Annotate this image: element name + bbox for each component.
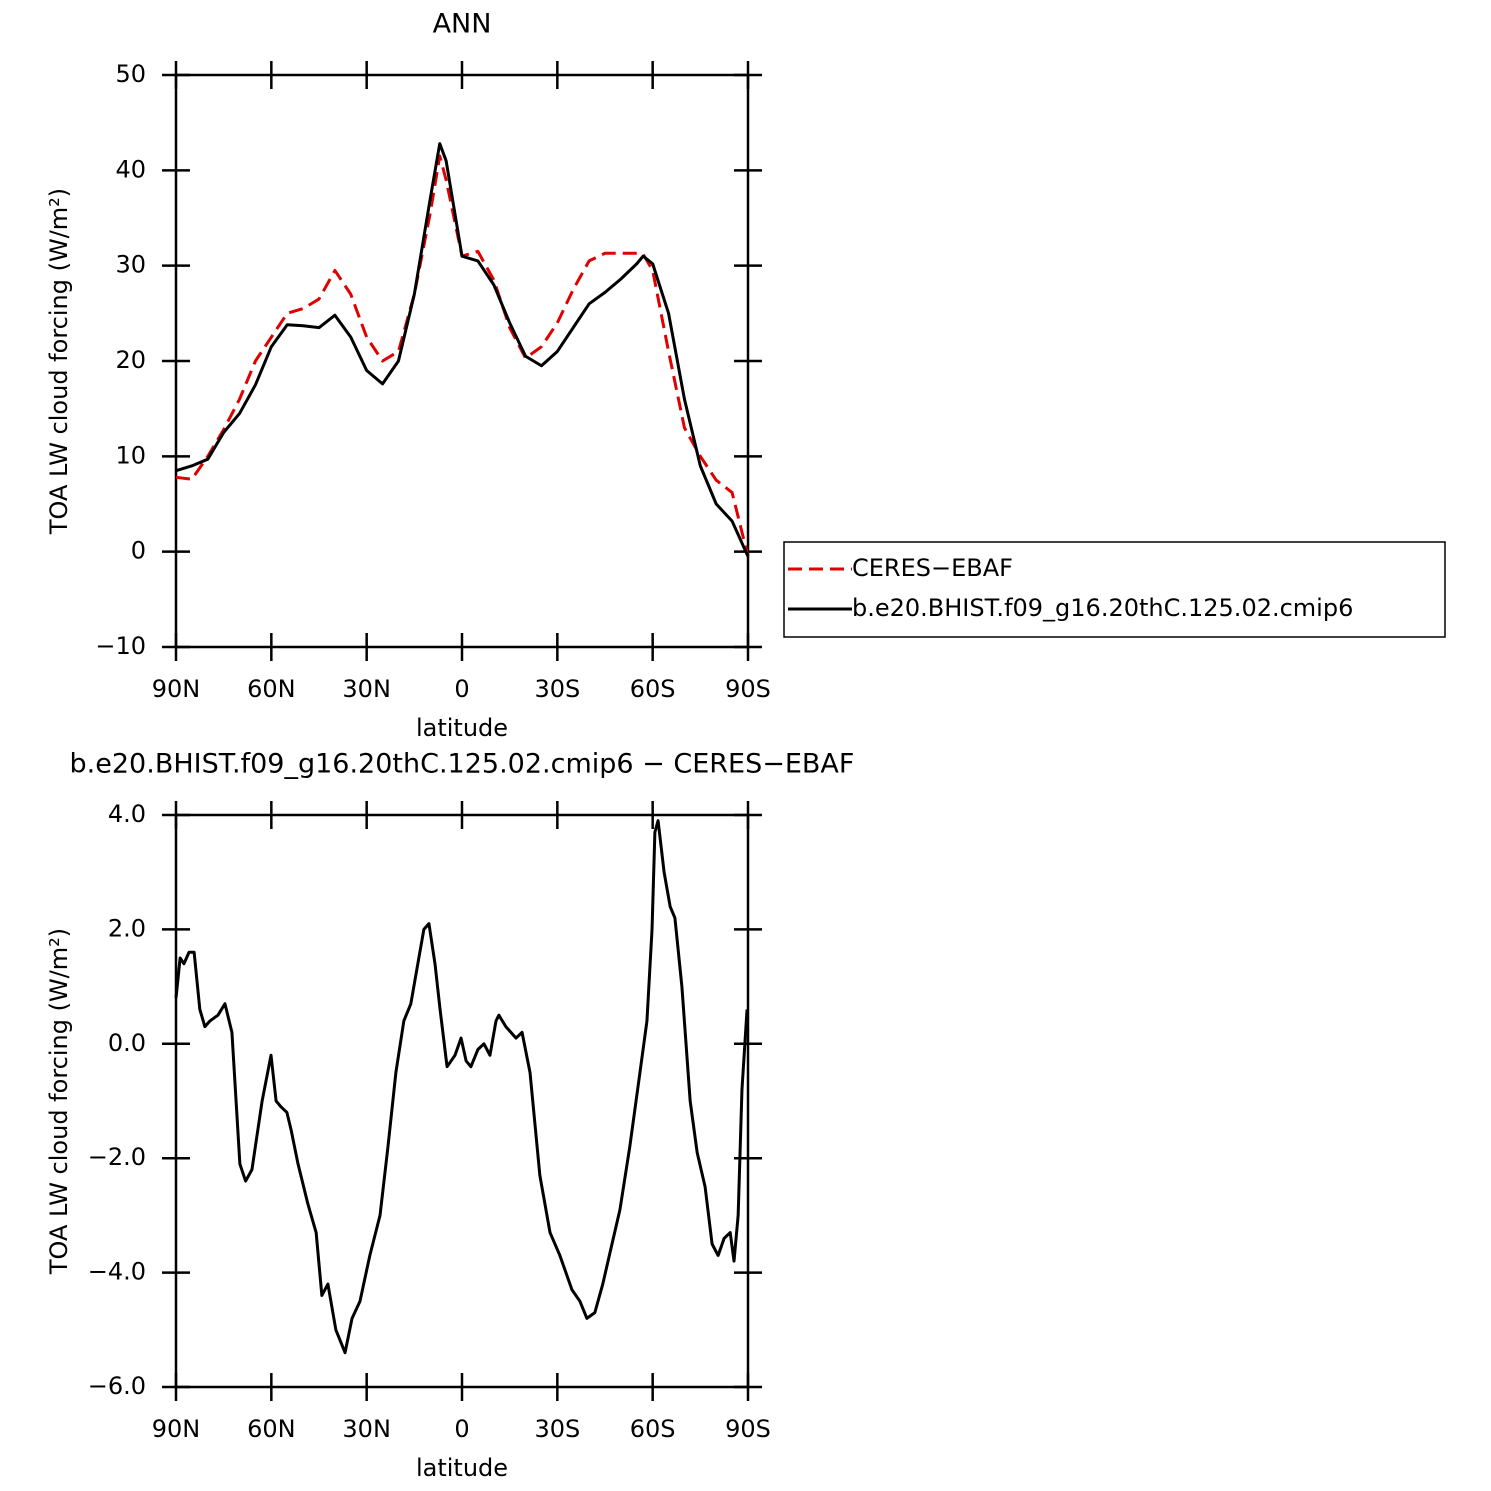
y-tick-label: 30	[115, 251, 146, 279]
x-tick-label: 90S	[725, 1415, 771, 1443]
x-tick-label: 60N	[247, 1415, 296, 1443]
y-tick-label: −6.0	[88, 1372, 146, 1400]
legend-label: b.e20.BHIST.f09_g16.20thC.125.02.cmip6	[852, 594, 1353, 622]
y-tick-label: 10	[115, 441, 146, 469]
x-tick-label: 90S	[725, 675, 771, 703]
x-tick-label: 30S	[534, 675, 580, 703]
y-tick-label: −10	[95, 632, 146, 660]
x-tick-label: 30S	[534, 1415, 580, 1443]
x-axis-label: latitude	[416, 1454, 508, 1482]
y-tick-label: −2.0	[88, 1143, 146, 1171]
x-tick-label: 30N	[342, 675, 391, 703]
y-tick-label: 50	[115, 60, 146, 88]
x-tick-label: 0	[454, 1415, 469, 1443]
x-tick-label: 30N	[342, 1415, 391, 1443]
chart-title: ANN	[433, 9, 492, 40]
x-tick-label: 60S	[630, 1415, 676, 1443]
x-tick-label: 60N	[247, 675, 296, 703]
x-tick-label: 0	[454, 675, 469, 703]
y-tick-label: 40	[115, 155, 146, 183]
y-tick-label: 0.0	[108, 1029, 146, 1057]
x-tick-label: 60S	[630, 675, 676, 703]
y-tick-label: 4.0	[108, 800, 146, 828]
legend-label: CERES−EBAF	[852, 554, 1013, 582]
data-line	[174, 819, 749, 1355]
y-axis-label: TOA LW cloud forcing (W/m²)	[45, 188, 73, 535]
x-tick-label: 90N	[152, 675, 201, 703]
y-tick-label: −4.0	[88, 1258, 146, 1286]
data-line	[175, 154, 750, 557]
x-tick-label: 90N	[152, 1415, 201, 1443]
y-tick-label: 20	[115, 346, 146, 374]
y-axis-label: TOA LW cloud forcing (W/m²)	[45, 928, 73, 1275]
x-axis-label: latitude	[416, 714, 508, 742]
y-tick-label: 0	[131, 537, 146, 565]
data-line	[175, 142, 750, 558]
chart-title: b.e20.BHIST.f09_g16.20thC.125.02.cmip6 −…	[70, 749, 855, 780]
legend-box	[783, 541, 1446, 638]
y-tick-label: 2.0	[108, 914, 146, 942]
plot-frame	[174, 73, 750, 649]
